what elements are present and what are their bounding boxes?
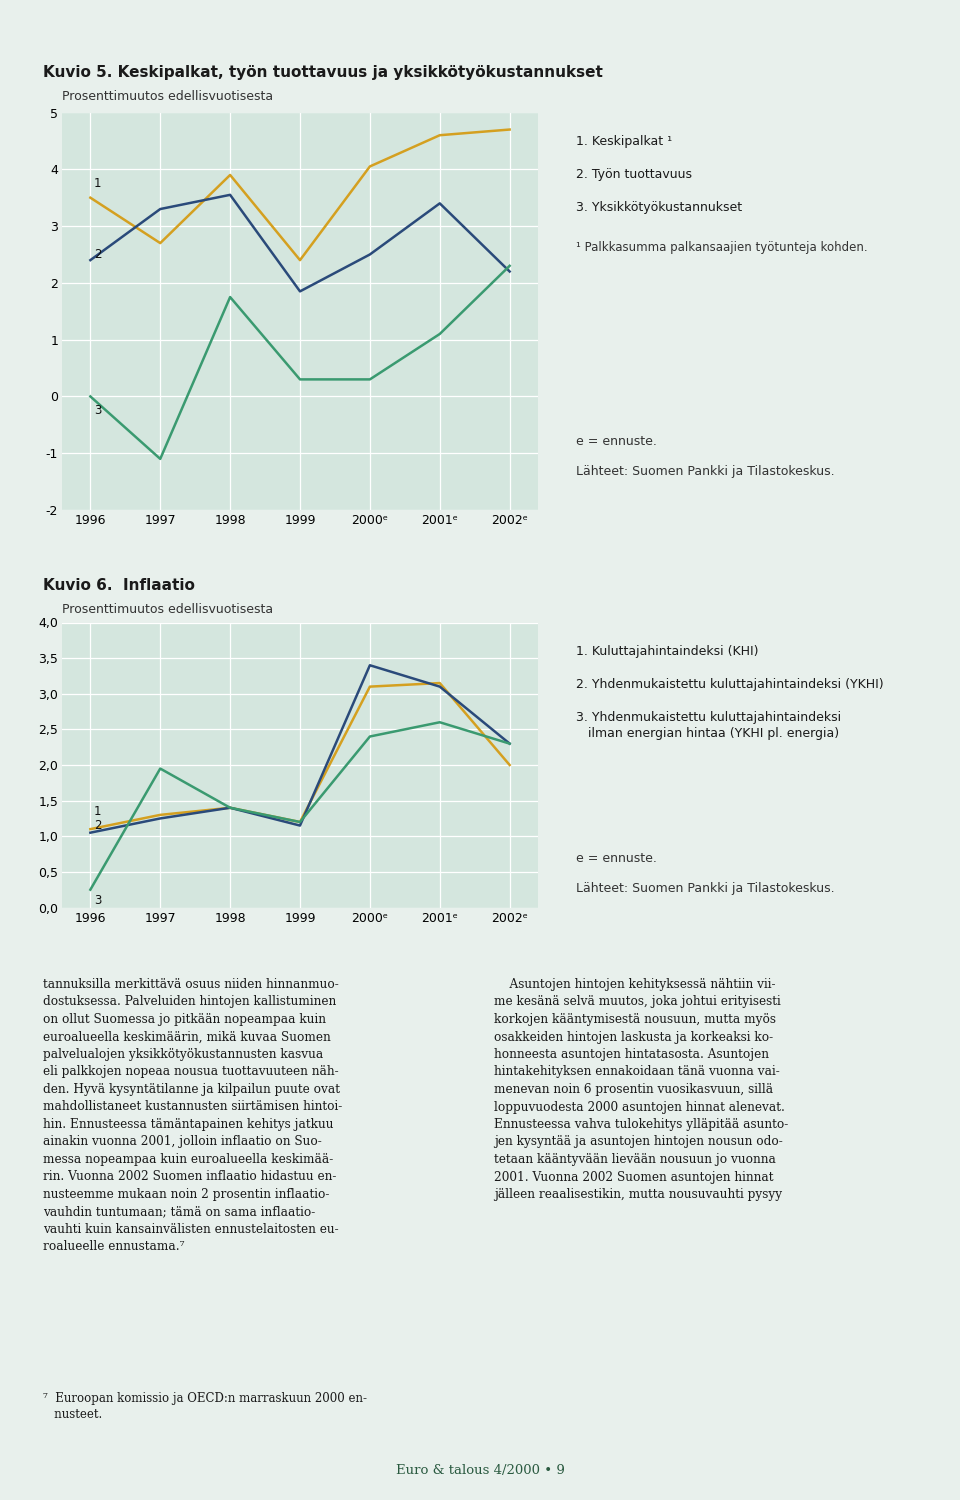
Text: Kuvio 5. Keskipalkat, työn tuottavuus ja yksikkötyökustannukset: Kuvio 5. Keskipalkat, työn tuottavuus ja… — [43, 64, 603, 80]
Text: tannuksilla merkittävä osuus niiden hinnanmuo-
dostuksessa. Palveluiden hintojen: tannuksilla merkittävä osuus niiden hinn… — [43, 978, 343, 1254]
Text: 3: 3 — [94, 894, 101, 908]
Text: Euro & talous 4/2000 • 9: Euro & talous 4/2000 • 9 — [396, 1464, 564, 1478]
Text: 3. Yksikkötyökustannukset: 3. Yksikkötyökustannukset — [576, 201, 742, 214]
Text: 2: 2 — [94, 248, 102, 261]
Text: Prosenttimuutos edellisvuotisesta: Prosenttimuutos edellisvuotisesta — [62, 603, 274, 616]
Text: ¹ Palkkasumma palkansaajien työtunteja kohden.: ¹ Palkkasumma palkansaajien työtunteja k… — [576, 242, 868, 255]
Text: ⁷  Euroopan komissio ja OECD:n marraskuun 2000 en-
   nusteet.: ⁷ Euroopan komissio ja OECD:n marraskuun… — [43, 1392, 367, 1420]
Text: 1. Keskipalkat ¹: 1. Keskipalkat ¹ — [576, 135, 672, 148]
Text: 1: 1 — [94, 177, 102, 190]
Text: 2. Yhdenmukaistettu kuluttajahintaindeksi (YKHI): 2. Yhdenmukaistettu kuluttajahintaindeks… — [576, 678, 883, 692]
Text: 1. Kuluttajahintaindeksi (KHI): 1. Kuluttajahintaindeksi (KHI) — [576, 645, 758, 658]
Text: Lähteet: Suomen Pankki ja Tilastokeskus.: Lähteet: Suomen Pankki ja Tilastokeskus. — [576, 882, 834, 896]
Text: Lähteet: Suomen Pankki ja Tilastokeskus.: Lähteet: Suomen Pankki ja Tilastokeskus. — [576, 465, 834, 478]
Text: Kuvio 6.  Inflaatio: Kuvio 6. Inflaatio — [43, 578, 195, 592]
Text: 3: 3 — [94, 404, 101, 417]
Text: 2: 2 — [94, 819, 102, 833]
Text: Prosenttimuutos edellisvuotisesta: Prosenttimuutos edellisvuotisesta — [62, 90, 274, 104]
Text: Asuntojen hintojen kehityksessä nähtiin vii-
me kesänä selvä muutos, joka johtui: Asuntojen hintojen kehityksessä nähtiin … — [494, 978, 789, 1202]
Text: 2. Työn tuottavuus: 2. Työn tuottavuus — [576, 168, 692, 182]
Text: 1: 1 — [94, 806, 102, 818]
Text: e = ennuste.: e = ennuste. — [576, 852, 657, 865]
Text: e = ennuste.: e = ennuste. — [576, 435, 657, 448]
Text: 3. Yhdenmukaistettu kuluttajahintaindeksi
   ilman energian hintaa (YKHI pl. ene: 3. Yhdenmukaistettu kuluttajahintaindeks… — [576, 711, 841, 740]
